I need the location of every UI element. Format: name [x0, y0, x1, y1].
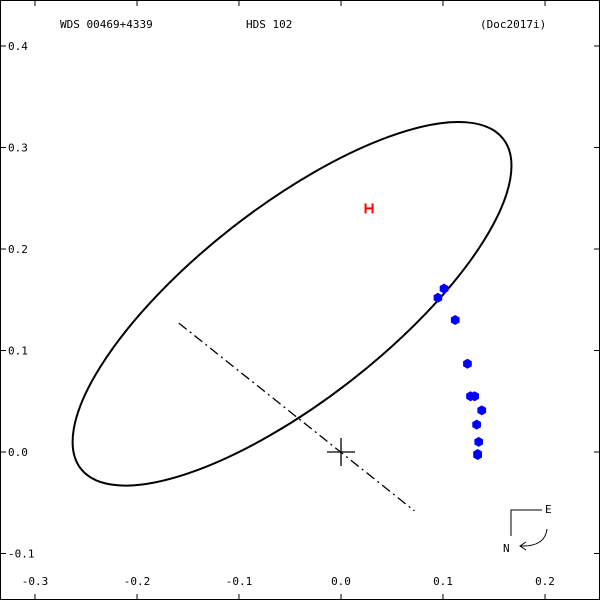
y-tick-label: 0.0 [8, 446, 28, 459]
header-center-label: HDS 102 [246, 18, 292, 31]
compass-arrow [519, 528, 548, 547]
x-tick-label: 0.1 [433, 575, 453, 588]
x-tick-label: -0.2 [124, 575, 151, 588]
observation-point [474, 436, 483, 447]
compass-arrowhead [519, 541, 527, 551]
ephemeris-marker [364, 203, 374, 214]
observation-point [433, 292, 443, 303]
compass: E N [503, 503, 552, 555]
header-left-label: WDS 00469+4339 [60, 18, 153, 31]
observation-point [439, 283, 449, 294]
line-of-nodes [178, 322, 415, 512]
compass-east-label: E [545, 503, 552, 516]
y-tick-label: 0.4 [8, 40, 28, 53]
primary-star-cross [327, 438, 355, 466]
observation-point [473, 450, 482, 460]
observation-point [463, 358, 472, 369]
y-tick-label: 0.1 [8, 345, 28, 358]
observation-point [470, 391, 479, 402]
observation-point [472, 419, 481, 430]
compass-east-arm [510, 509, 542, 536]
y-tick-label: 0.2 [8, 243, 28, 256]
y-tick-label: -0.1 [8, 548, 35, 561]
y-tick-label: 0.3 [8, 142, 28, 155]
observation-point [477, 405, 487, 416]
header-right-label: (Doc2017i) [480, 18, 546, 31]
x-tick-label: -0.3 [22, 575, 49, 588]
x-tick-label: 0.2 [535, 575, 555, 588]
x-tick-label: 0.0 [331, 575, 351, 588]
compass-north-label: N [503, 542, 510, 555]
x-tick-label: -0.1 [226, 575, 253, 588]
orbit-ellipse [71, 121, 513, 487]
observation-point [450, 315, 460, 325]
observation-points [433, 283, 487, 460]
axis-tick-labels: -0.3 -0.2 -0.1 0.0 0.1 0.2 0.4 0.3 0.2 0.1 0.0 -0.1 [8, 40, 555, 588]
